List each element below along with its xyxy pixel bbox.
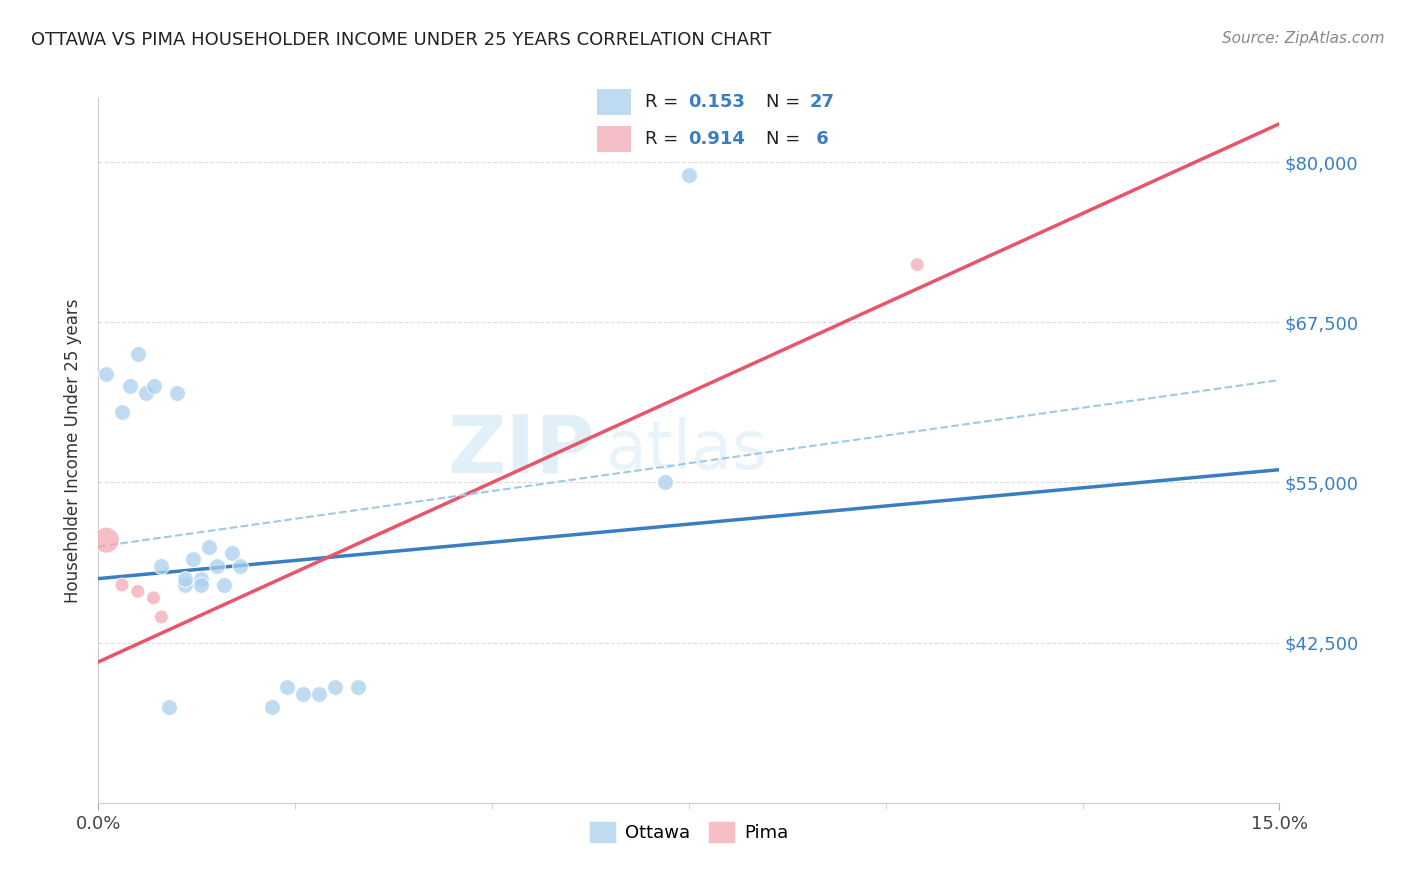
Point bbox=[347, 681, 370, 695]
Point bbox=[142, 591, 165, 605]
Point bbox=[111, 405, 134, 419]
Point bbox=[214, 578, 236, 592]
Point bbox=[127, 347, 149, 361]
Text: 0.914: 0.914 bbox=[689, 130, 745, 148]
Point bbox=[190, 572, 212, 586]
Point bbox=[292, 687, 315, 701]
Text: N =: N = bbox=[766, 130, 806, 148]
Point bbox=[229, 558, 252, 573]
Point bbox=[654, 475, 676, 490]
Text: R =: R = bbox=[644, 93, 683, 111]
Point bbox=[260, 699, 283, 714]
Bar bbox=[598, 88, 631, 114]
Point bbox=[308, 687, 330, 701]
Text: atlas: atlas bbox=[606, 417, 768, 483]
Text: OTTAWA VS PIMA HOUSEHOLDER INCOME UNDER 25 YEARS CORRELATION CHART: OTTAWA VS PIMA HOUSEHOLDER INCOME UNDER … bbox=[31, 31, 772, 49]
Legend: Ottawa, Pima: Ottawa, Pima bbox=[582, 814, 796, 850]
Point bbox=[111, 578, 134, 592]
Point bbox=[181, 552, 204, 566]
Point bbox=[905, 258, 928, 272]
Text: 6: 6 bbox=[810, 130, 828, 148]
Text: N =: N = bbox=[766, 93, 806, 111]
Text: R =: R = bbox=[644, 130, 683, 148]
Text: Source: ZipAtlas.com: Source: ZipAtlas.com bbox=[1222, 31, 1385, 46]
Point bbox=[150, 610, 173, 624]
Point bbox=[96, 533, 118, 548]
Bar bbox=[598, 126, 631, 153]
Y-axis label: Householder Income Under 25 years: Householder Income Under 25 years bbox=[65, 298, 83, 603]
Point bbox=[142, 379, 165, 393]
Point bbox=[174, 578, 197, 592]
Point bbox=[174, 572, 197, 586]
Text: 27: 27 bbox=[810, 93, 835, 111]
Point bbox=[276, 681, 298, 695]
Point bbox=[127, 584, 149, 599]
Point bbox=[96, 367, 118, 381]
Point bbox=[157, 699, 180, 714]
Text: ZIP: ZIP bbox=[447, 411, 595, 490]
Point bbox=[323, 681, 346, 695]
Point bbox=[197, 540, 219, 554]
Point bbox=[221, 546, 243, 560]
Point bbox=[205, 558, 228, 573]
Point bbox=[166, 385, 188, 400]
Point bbox=[118, 379, 141, 393]
Text: 0.153: 0.153 bbox=[689, 93, 745, 111]
Point bbox=[678, 168, 700, 182]
Point bbox=[150, 558, 173, 573]
Point bbox=[190, 578, 212, 592]
Point bbox=[135, 385, 157, 400]
